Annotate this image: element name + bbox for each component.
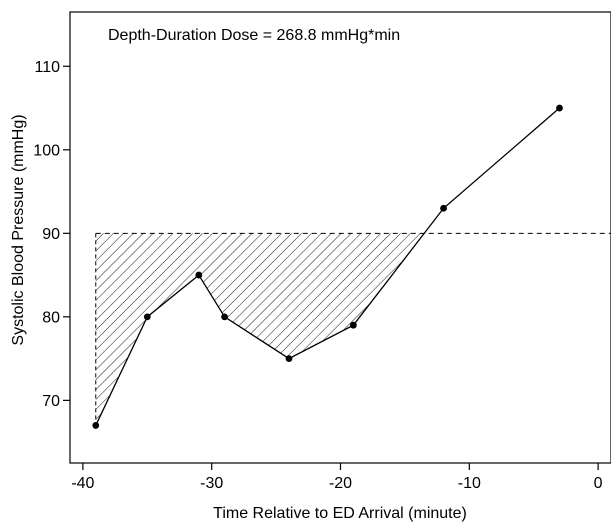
y-tick-label: 80 [42,309,60,326]
data-point [349,321,357,329]
y-tick-label: 90 [42,226,60,243]
x-axis: -40 -30 -20 -10 0 [71,463,603,492]
series-group [92,104,563,429]
data-point [195,271,203,279]
series-line [95,107,560,426]
x-tick-label: -20 [329,475,352,492]
data-point [285,355,293,363]
hatched-area [95,233,425,426]
x-axis-label: Time Relative to ED Arrival (minute) [213,505,467,522]
data-point [92,422,100,429]
x-tick-label: -10 [458,475,481,492]
y-tick-label: 100 [33,142,60,159]
annotation: Depth-Duration Dose = 268.8 mmHg*min [108,27,400,44]
y-axis-label: Systolic Blood Pressure (mmHg) [10,114,27,345]
data-point [221,313,228,321]
data-point [440,204,447,212]
x-tick-label: 0 [594,475,603,492]
y-tick-label: 110 [34,59,60,76]
hatched-region [95,233,425,426]
y-tick-label: 70 [42,393,60,410]
data-point [143,313,151,321]
data-point [556,104,563,112]
y-axis: 70 80 90 100 110 [33,59,70,410]
x-tick-label: -30 [200,475,223,492]
x-tick-label: -40 [71,475,94,492]
